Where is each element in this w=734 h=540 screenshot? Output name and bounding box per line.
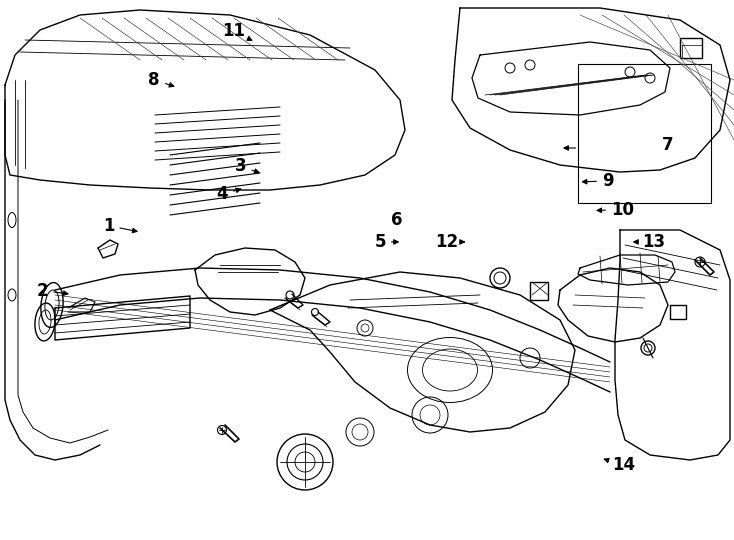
Text: 11: 11 <box>222 22 252 40</box>
Bar <box>680 38 702 58</box>
Text: 1: 1 <box>103 217 137 235</box>
Text: 3: 3 <box>235 157 259 176</box>
Text: 2: 2 <box>37 281 68 300</box>
Text: 5: 5 <box>374 233 399 251</box>
Text: 9: 9 <box>582 172 614 190</box>
Text: 8: 8 <box>148 71 174 89</box>
Text: 7: 7 <box>662 136 674 154</box>
Text: 6: 6 <box>391 211 403 230</box>
Text: 13: 13 <box>633 233 665 251</box>
Text: 4: 4 <box>217 185 241 204</box>
Bar <box>578 64 711 202</box>
Text: 12: 12 <box>435 233 465 251</box>
Bar <box>530 282 548 300</box>
Text: 14: 14 <box>604 456 636 475</box>
Text: 10: 10 <box>597 200 634 219</box>
